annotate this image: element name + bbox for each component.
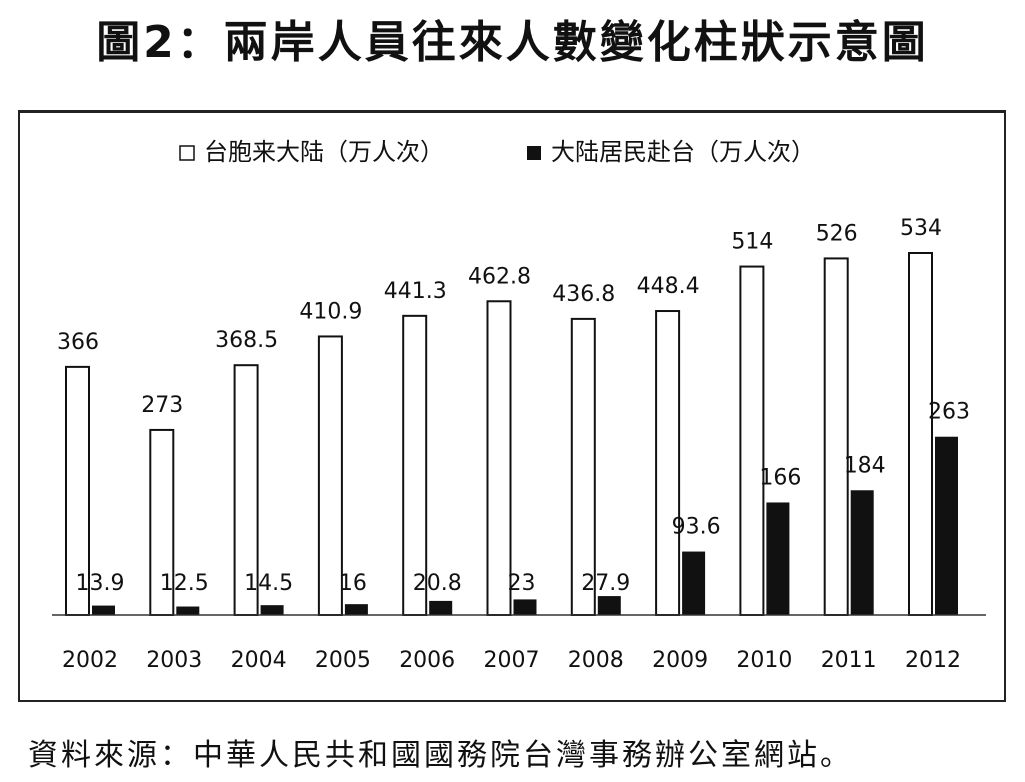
x-tick-label: 2012 <box>905 648 961 673</box>
legend-swatch-residents-to-taiwan <box>527 146 541 160</box>
x-tick-label: 2004 <box>231 648 287 673</box>
data-label-residents-to-taiwan: 184 <box>844 453 886 478</box>
data-label-residents-to-taiwan: 12.5 <box>160 571 209 596</box>
chart-title: 圖2：兩岸人員往來人數變化柱狀示意圖 <box>96 17 929 68</box>
bar-residents-to-taiwan <box>429 600 453 615</box>
bar-visitors-to-mainland <box>486 300 512 616</box>
bar-visitors-to-mainland <box>655 310 681 616</box>
legend-label-residents-to-taiwan: 大陆居民赴台（万人次） <box>551 138 815 166</box>
data-label-residents-to-taiwan: 20.8 <box>413 571 462 596</box>
data-label-residents-to-taiwan: 166 <box>759 465 801 490</box>
data-label-visitors-to-mainland: 436.8 <box>552 282 615 307</box>
legend: 台胞来大陆（万人次） 大陆居民赴台（万人次） <box>179 138 815 166</box>
data-label-visitors-to-mainland: 526 <box>816 221 858 246</box>
data-label-residents-to-taiwan: 13.9 <box>76 571 125 596</box>
bar-residents-to-taiwan <box>92 605 115 615</box>
data-label-visitors-to-mainland: 410.9 <box>299 299 362 324</box>
bar-residents-to-taiwan <box>597 596 621 615</box>
data-label-residents-to-taiwan: 14.5 <box>244 571 293 596</box>
bar-residents-to-taiwan <box>935 436 958 615</box>
bar-chart: 台胞来大陆（万人次） 大陆居民赴台（万人次） 366 13.9 2002 273 12.… <box>52 138 986 673</box>
legend-label-visitors-to-mainland: 台胞来大陆（万人次） <box>204 138 444 166</box>
source-note: 資料來源：中華人民共和國國務院台灣事務辦公室網站。 <box>28 738 853 773</box>
plot-area: 366 13.9 2002 273 12.5 2003 368.5 14.5 2004 410.9… <box>52 216 986 673</box>
data-label-visitors-to-mainland: 441.3 <box>384 279 447 304</box>
bar-residents-to-taiwan <box>850 490 874 615</box>
bar-residents-to-taiwan <box>766 502 790 615</box>
x-tick-label: 2005 <box>315 648 371 673</box>
x-tick-label: 2006 <box>399 648 455 673</box>
data-label-residents-to-taiwan: 23 <box>508 571 536 596</box>
x-tick-label: 2011 <box>821 648 877 673</box>
data-label-residents-to-taiwan: 27.9 <box>581 571 630 596</box>
data-label-visitors-to-mainland: 448.4 <box>637 274 700 299</box>
x-tick-label: 2002 <box>62 648 118 673</box>
bar-visitors-to-mainland <box>739 265 765 617</box>
data-label-residents-to-taiwan: 93.6 <box>672 515 721 540</box>
bar-visitors-to-mainland <box>823 257 849 616</box>
bar-visitors-to-mainland <box>908 252 933 616</box>
bar-residents-to-taiwan <box>682 551 706 615</box>
data-label-residents-to-taiwan: 263 <box>928 400 970 425</box>
data-label-visitors-to-mainland: 366 <box>57 330 99 355</box>
x-tick-label: 2009 <box>652 648 708 673</box>
data-label-visitors-to-mainland: 514 <box>731 230 773 255</box>
data-label-visitors-to-mainland: 462.8 <box>468 264 531 289</box>
bar-residents-to-taiwan <box>176 606 200 615</box>
data-label-visitors-to-mainland: 368.5 <box>215 328 278 353</box>
x-tick-label: 2007 <box>484 648 540 673</box>
data-label-residents-to-taiwan: 16 <box>339 571 367 596</box>
bar-residents-to-taiwan <box>513 599 537 615</box>
data-label-visitors-to-mainland: 534 <box>900 216 942 241</box>
bar-residents-to-taiwan <box>260 605 284 615</box>
legend-swatch-visitors-to-mainland <box>179 145 195 161</box>
chart-frame <box>18 110 1006 702</box>
x-tick-label: 2003 <box>146 648 202 673</box>
x-tick-label: 2008 <box>568 648 624 673</box>
x-tick-label: 2010 <box>736 648 792 673</box>
bar-residents-to-taiwan <box>344 604 368 615</box>
data-label-visitors-to-mainland: 273 <box>141 393 183 418</box>
